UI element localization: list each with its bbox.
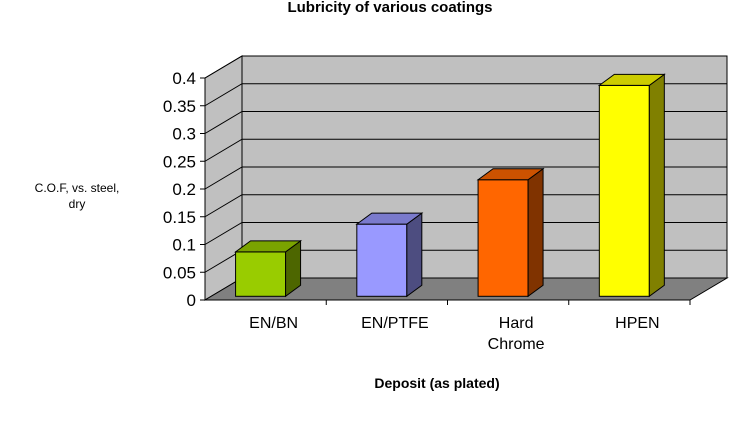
- y-tick-label: 0.35: [163, 97, 196, 116]
- bar-side: [406, 212, 423, 298]
- plot-area: 0 0.05 0.1 0.15 0.2 0.25 0.3 0.35 0.4 EN/BN EN/PTF…: [163, 55, 729, 353]
- x-tick-label: Chrome: [488, 336, 545, 353]
- bar: [235, 251, 287, 297]
- bar: [598, 84, 650, 297]
- x-tick-label: EN/BN: [249, 315, 298, 332]
- bar-side: [648, 73, 665, 298]
- y-tick-label: 0.1: [172, 236, 196, 255]
- bar-top: [234, 240, 303, 253]
- y-tick-label: 0.25: [163, 152, 196, 171]
- gridline: [204, 138, 727, 162]
- bar-side: [527, 167, 544, 298]
- y-tick-label: 0.4: [172, 69, 196, 88]
- bar: [356, 223, 408, 297]
- y-axis-label-line-1: C.O.F, vs. steel,: [35, 181, 120, 195]
- bar-top: [597, 73, 666, 86]
- x-tick-label: HPEN: [615, 315, 659, 332]
- x-tick-label: Hard: [499, 315, 534, 332]
- bar-top: [355, 212, 424, 225]
- gridline: [204, 111, 727, 134]
- bar-top: [476, 168, 545, 181]
- gridline: [204, 83, 727, 107]
- x-tick-label: EN/PTFE: [361, 315, 429, 332]
- y-tick-label: 0.2: [172, 180, 196, 199]
- gridline: [204, 222, 727, 245]
- gridline: [204, 194, 727, 218]
- y-tick-label: 0.15: [163, 208, 196, 227]
- x-axis-label: Deposit (as plated): [374, 375, 499, 391]
- y-tick-label: 0: [187, 291, 196, 310]
- gridline: [204, 166, 727, 190]
- y-axis-label-line-2: dry: [69, 197, 86, 211]
- y-tick-label: 0.05: [163, 263, 196, 282]
- chart-title: Lubricity of various coatings: [287, 0, 492, 16]
- gridline: [204, 55, 727, 79]
- y-tick-label: 0.3: [172, 125, 196, 144]
- bar: [477, 179, 529, 297]
